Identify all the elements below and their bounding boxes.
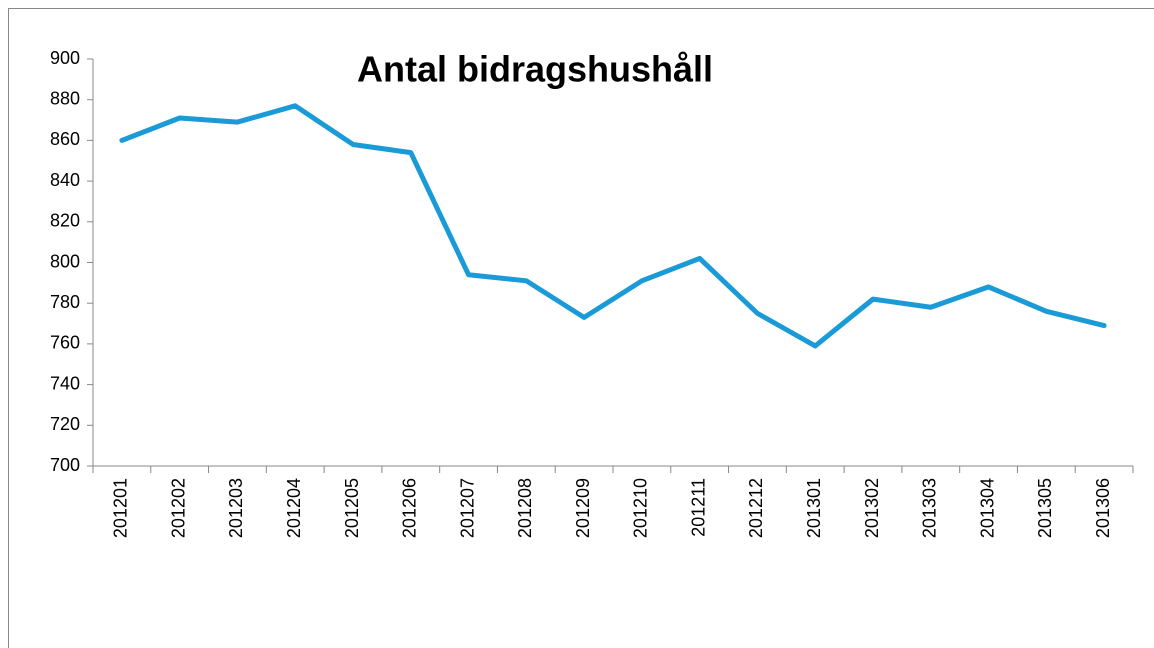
x-tick-label: 201205 [342,478,362,538]
y-tick-label: 820 [50,211,80,231]
x-tick-label: 201204 [284,478,304,538]
x-tick-label: 201302 [862,478,882,538]
x-tick-label: 201301 [804,478,824,538]
y-tick-label: 760 [50,333,80,353]
x-tick-label: 201305 [1035,478,1055,538]
x-tick-label: 201207 [457,478,477,538]
y-tick-label: 840 [50,170,80,190]
x-tick-label: 201306 [1093,478,1113,538]
x-tick-label: 201304 [977,478,997,538]
y-tick-label: 720 [50,414,80,434]
x-tick-label: 201210 [631,478,651,538]
y-tick-label: 860 [50,129,80,149]
chart-border [8,8,1154,648]
y-tick-label: 880 [50,88,80,108]
x-tick-label: 201211 [688,478,708,537]
x-tick-label: 201206 [400,478,420,538]
x-tick-label: 201203 [226,478,246,538]
x-tick-label: 201209 [573,478,593,538]
x-tick-label: 201208 [515,478,535,538]
chart-title: Antal bidragshushåll [357,49,713,90]
x-tick-label: 201212 [746,478,766,538]
data-line [119,103,1107,349]
y-tick-label: 780 [50,292,80,312]
y-tick-label: 700 [50,455,80,475]
x-tick-label: 201202 [168,478,188,538]
y-tick-label: 800 [50,251,80,271]
y-tick-label: 740 [50,373,80,393]
x-tick-label: 201201 [111,478,131,538]
x-tick-label: 201303 [920,478,940,538]
y-tick-label: 900 [50,48,80,68]
